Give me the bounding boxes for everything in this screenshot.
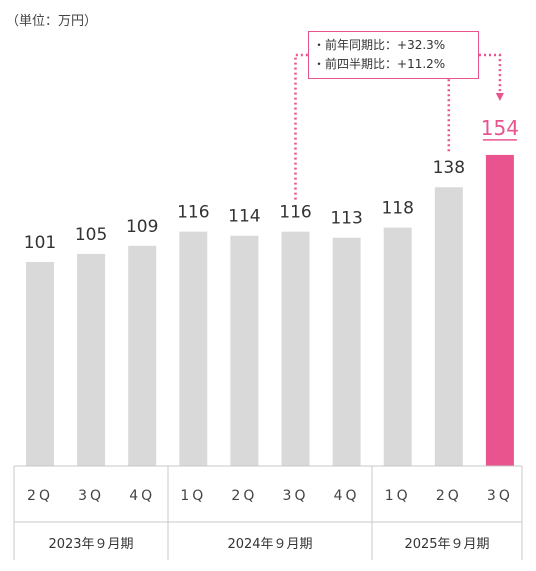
qoq-growth-text: 前四半期比：+11.2% [323, 55, 478, 74]
bar-value-label: 116 [177, 203, 209, 223]
quarter-tick-label: 2Q [231, 488, 257, 504]
yoy-connector [294, 53, 308, 200]
bar-value-label: 114 [228, 207, 260, 227]
quarter-tick-label: 3Q [487, 488, 513, 504]
bar-value-label: 109 [126, 217, 158, 237]
quarter-tick-label: 1Q [385, 488, 411, 504]
bar [230, 235, 259, 466]
bar-value-label: 116 [279, 203, 311, 223]
bar [383, 227, 412, 466]
fiscal-year-label: 2023年９月期 [48, 537, 133, 552]
quarter-tick-label: 2Q [27, 488, 53, 504]
quarter-tick-label: 4Q [334, 488, 360, 504]
bar-value-label: 138 [433, 158, 465, 178]
bar [485, 154, 514, 467]
bar [128, 245, 157, 466]
bar [434, 187, 463, 467]
quarter-tick-label: 3Q [283, 488, 309, 504]
quarter-tick-label: 1Q [180, 488, 206, 504]
bar [281, 231, 310, 466]
bar-value-label: 154 [481, 116, 519, 140]
quarter-tick-label: 4Q [129, 488, 155, 504]
bar-value-label: 101 [24, 233, 56, 253]
bar [77, 253, 106, 466]
bar [26, 261, 54, 466]
bar [332, 237, 361, 466]
bar-value-label: 113 [330, 209, 362, 229]
growth-callout: 前年同期比：+32.3% 前四半期比：+11.2% [308, 31, 479, 79]
unit-label: （単位：万円） [6, 14, 98, 29]
fiscal-year-label: 2025年９月期 [404, 537, 489, 552]
bar-value-label: 105 [75, 225, 107, 245]
fiscal-year-label: 2024年９月期 [227, 537, 312, 552]
bar [179, 231, 208, 466]
quarter-tick-label: 2Q [436, 488, 462, 504]
bar-value-label: 118 [381, 199, 413, 219]
quarter-tick-label: 3Q [78, 488, 104, 504]
yoy-growth-text: 前年同期比：+32.3% [323, 36, 478, 55]
highlight-arrow [479, 53, 504, 102]
